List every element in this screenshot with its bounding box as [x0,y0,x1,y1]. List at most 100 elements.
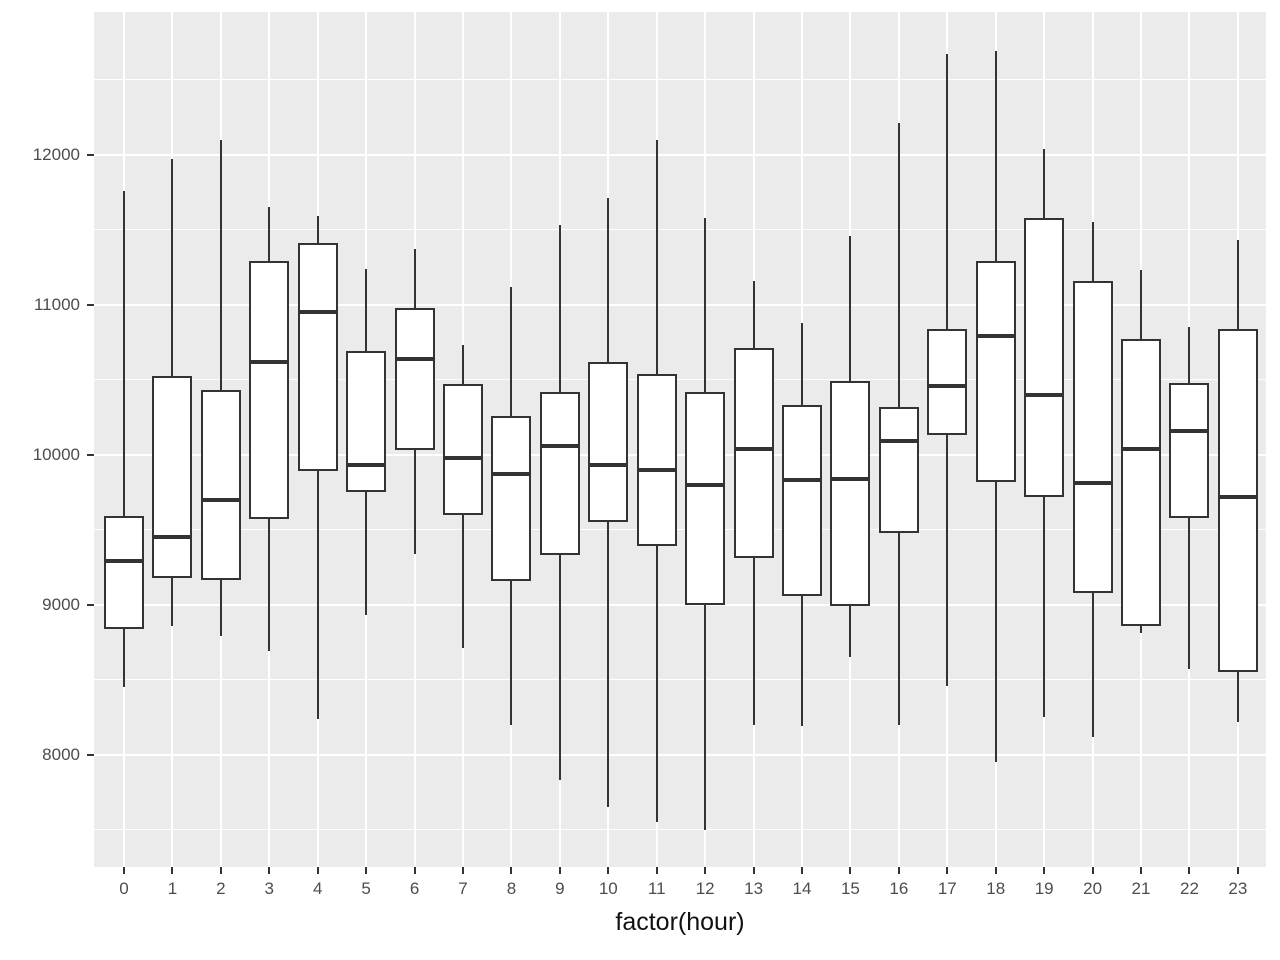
box-hour-5 [346,351,387,492]
median-hour-22 [1169,428,1210,433]
gridline-major-12000 [94,153,1266,156]
median-hour-11 [636,467,677,472]
box-hour-7 [443,384,483,515]
x-tick-label-16: 16 [889,879,909,898]
x-tick-6 [413,867,416,874]
median-hour-17 [927,383,968,388]
median-hour-10 [588,463,629,467]
median-hour-21 [1121,446,1162,451]
y-tick-label-12000: 12000 [32,144,80,164]
x-tick-8 [510,867,513,874]
gridline-major-11000 [94,303,1266,306]
x-tick-16 [897,867,900,874]
y-tick-11000 [87,303,94,306]
median-hour-18 [975,334,1016,338]
x-tick-label-9: 9 [555,879,565,898]
box-hour-9 [539,391,580,555]
median-hour-14 [782,478,823,482]
x-tick-label-12: 12 [695,879,715,898]
x-tick-label-0: 0 [119,879,129,898]
x-tick-label-1: 1 [167,879,178,898]
median-hour-9 [539,443,580,448]
x-tick-label-3: 3 [264,879,275,898]
median-hour-19 [1024,392,1065,397]
gridline-minor-9500 [94,529,1266,530]
box-hour-21 [1121,339,1162,626]
x-tick-label-11: 11 [647,879,666,898]
x-tick-4 [316,867,319,874]
y-tick-label-8000: 8000 [42,744,80,764]
x-tick-12 [704,867,707,874]
y-tick-9000 [87,603,94,606]
box-hour-16 [878,406,919,533]
x-tick-label-14: 14 [792,879,812,898]
median-hour-1 [152,535,193,539]
x-tick-20 [1091,867,1094,874]
box-hour-4 [297,243,338,471]
x-tick-label-8: 8 [506,879,517,898]
x-tick-label-17: 17 [937,879,957,898]
whisker-hour-0 [123,190,125,687]
box-hour-2 [200,390,241,580]
box-hour-11 [636,373,677,546]
whisker-hour-2 [219,139,222,636]
box-hour-19 [1024,217,1065,497]
median-hour-2 [200,497,241,502]
x-tick-18 [994,867,997,874]
median-hour-20 [1072,481,1113,485]
box-hour-3 [249,261,290,519]
box-hour-18 [975,261,1016,482]
median-hour-12 [685,482,726,487]
gridline-minor-11500 [94,229,1266,230]
gridline-minor-7500 [94,829,1266,830]
box-hour-20 [1072,280,1113,593]
gridline-minor-8500 [94,679,1266,680]
box-hour-17 [927,328,968,435]
y-tick-12000 [87,153,94,156]
x-tick-label-20: 20 [1083,879,1103,898]
x-tick-label-7: 7 [458,879,468,898]
median-hour-15 [830,476,871,481]
median-hour-4 [297,310,338,314]
y-tick-label-9000: 9000 [42,594,80,614]
x-tick-9 [558,867,561,874]
x-tick-1 [171,867,174,874]
x-tick-13 [752,867,755,874]
box-hour-22 [1169,382,1210,518]
x-tick-23 [1236,867,1239,874]
gridline-minor-10500 [94,379,1266,380]
gridline-major-9000 [94,603,1266,606]
x-tick-label-2: 2 [216,879,226,898]
x-axis-title: factor(hour) [615,908,745,936]
x-tick-22 [1188,867,1191,874]
x-tick-10 [607,867,610,874]
x-tick-14 [801,867,804,874]
x-tick-label-5: 5 [361,879,371,898]
y-tick-8000 [87,753,94,756]
x-tick-label-23: 23 [1228,879,1248,898]
box-hour-10 [588,361,629,522]
median-hour-8 [491,472,532,476]
gridline-major-8000 [94,753,1266,756]
y-tick-label-10000: 10000 [32,444,80,464]
gridline-major-10000 [94,453,1266,456]
median-hour-5 [346,463,387,467]
x-tick-19 [1043,867,1046,874]
x-tick-label-4: 4 [312,879,323,898]
median-hour-16 [878,439,919,443]
gridline-minor-12500 [94,79,1266,80]
x-tick-3 [268,867,271,874]
x-tick-label-6: 6 [409,879,420,898]
x-tick-17 [946,867,949,874]
x-tick-5 [365,867,368,874]
median-hour-6 [394,356,435,361]
y-tick-label-11000: 11000 [33,294,80,314]
x-tick-2 [219,867,222,874]
box-hour-1 [152,375,193,578]
y-tick-10000 [87,453,94,456]
box-hour-15 [830,381,871,606]
x-tick-0 [123,867,125,874]
x-tick-21 [1140,867,1143,874]
median-hour-3 [249,359,290,364]
